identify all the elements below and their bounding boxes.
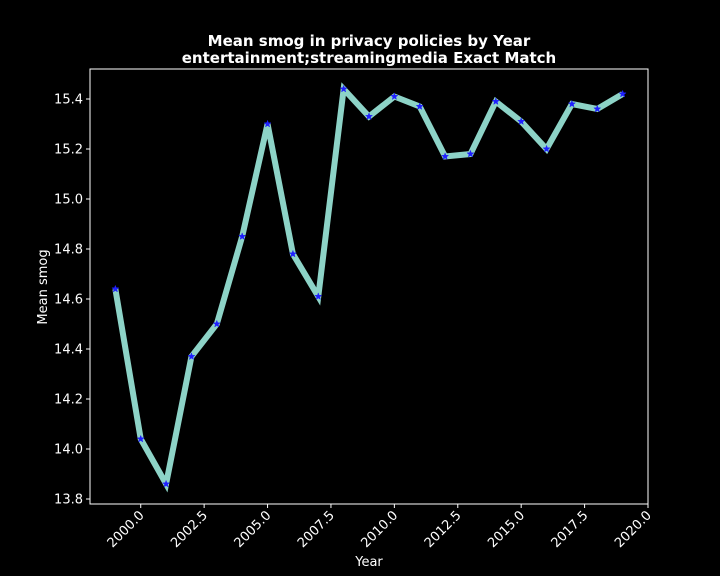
data-point-marker bbox=[314, 292, 323, 300]
y-axis: 13.8 14.0 14.2 14.4 14.6 14.8 15.0 15.2 15.4 bbox=[54, 93, 90, 508]
y-tick-label: 14.6 bbox=[54, 293, 83, 308]
data-point-marker bbox=[263, 119, 272, 128]
y-tick-label: 14.2 bbox=[54, 393, 83, 408]
y-tick-label: 14.4 bbox=[54, 343, 83, 358]
data-point-marker bbox=[212, 319, 221, 328]
y-tick-label: 15.4 bbox=[54, 93, 83, 108]
data-point-marker bbox=[415, 102, 424, 110]
x-tick-label: 2017.5 bbox=[549, 508, 592, 551]
data-point-marker bbox=[466, 149, 475, 158]
data-point-marker bbox=[111, 284, 120, 293]
data-point-marker bbox=[339, 84, 348, 93]
x-tick-label: 2005.0 bbox=[232, 508, 275, 551]
x-tick-label: 2015.0 bbox=[485, 508, 528, 551]
data-point-marker bbox=[161, 479, 171, 488]
data-point-marker bbox=[440, 152, 450, 160]
x-tick-label: 2000.0 bbox=[105, 508, 148, 551]
data-point-marker bbox=[187, 352, 196, 360]
series-layer bbox=[111, 82, 627, 493]
chart-subtitle: entertainment;streamingmedia Exact Match bbox=[182, 49, 556, 67]
data-point-marker bbox=[136, 434, 145, 443]
chart-title: Mean smog in privacy policies by Year bbox=[208, 32, 531, 50]
y-tick-label: 13.8 bbox=[54, 493, 83, 508]
y-axis-label: Mean smog bbox=[36, 249, 51, 324]
data-point-marker bbox=[567, 99, 577, 108]
data-point-marker bbox=[390, 92, 399, 100]
x-tick-label: 2002.5 bbox=[168, 508, 211, 551]
y-tick-label: 14.8 bbox=[54, 243, 83, 258]
data-point-marker bbox=[364, 112, 374, 120]
data-point-marker bbox=[542, 144, 551, 153]
data-point-marker bbox=[517, 117, 526, 125]
x-axis-label: Year bbox=[354, 555, 383, 570]
data-point-marker bbox=[593, 104, 602, 113]
data-point-marker bbox=[238, 232, 247, 240]
y-tick-label: 15.0 bbox=[54, 193, 83, 208]
x-tick-label: 2007.5 bbox=[295, 508, 338, 551]
plot-area-frame bbox=[89, 68, 649, 505]
x-axis: 2000.0 2002.5 2005.0 2007.5 2010.0 2012.5 2015… bbox=[105, 504, 655, 551]
x-tick-label: 2010.0 bbox=[358, 508, 401, 551]
data-point-marker bbox=[618, 89, 627, 98]
x-tick-label: 2020.0 bbox=[612, 508, 655, 551]
y-tick-label: 15.2 bbox=[54, 143, 83, 158]
x-tick-label: 2012.5 bbox=[422, 508, 465, 551]
data-point-marker bbox=[288, 249, 298, 258]
y-tick-label: 14.0 bbox=[54, 443, 83, 458]
data-point-marker bbox=[491, 97, 500, 105]
